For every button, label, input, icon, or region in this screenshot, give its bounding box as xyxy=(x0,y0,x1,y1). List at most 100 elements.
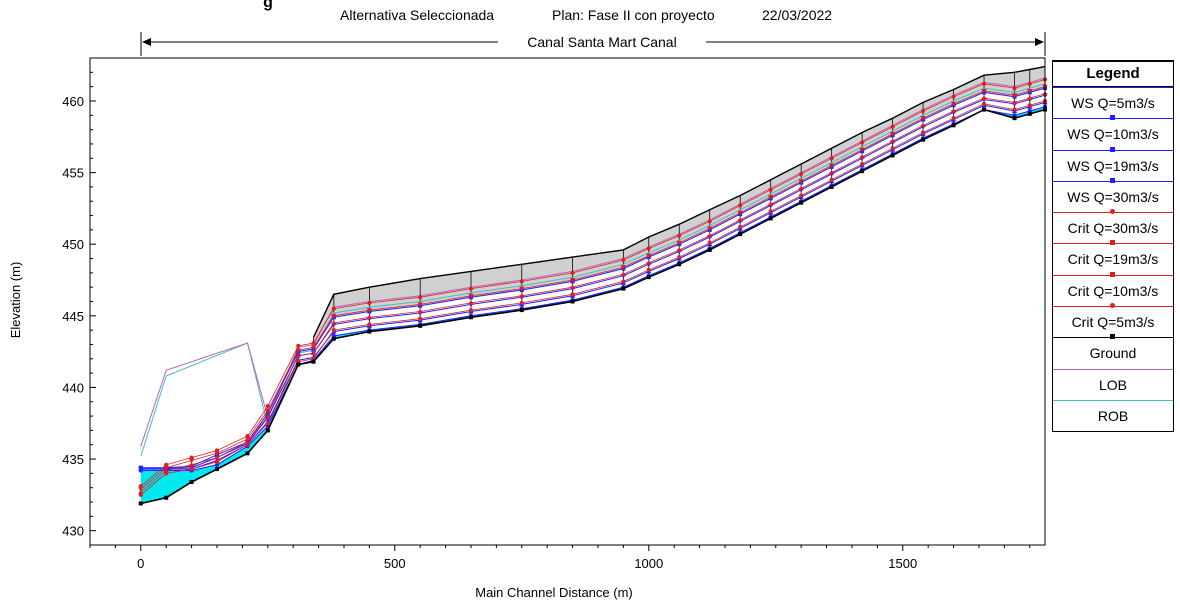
ws-line-3 xyxy=(140,87,1046,469)
crit-point xyxy=(768,209,773,214)
crit-point xyxy=(366,314,372,320)
legend-label: WS Q=30m3/s xyxy=(1067,188,1159,205)
crit-point xyxy=(859,147,865,153)
crit-point xyxy=(737,210,743,216)
legend-item: LOB xyxy=(1053,368,1173,400)
crit-point xyxy=(418,316,423,321)
crit-point xyxy=(468,293,474,299)
crit-point xyxy=(569,284,576,290)
crit-line-7 xyxy=(140,100,1046,496)
ws-line-1 xyxy=(140,101,1046,470)
ground-point xyxy=(707,247,712,252)
y-tick-label: 445 xyxy=(62,309,84,324)
crit-point xyxy=(214,451,220,457)
crit-point xyxy=(950,107,957,113)
crit-point xyxy=(367,300,372,306)
crit-point xyxy=(646,267,651,273)
crit-point xyxy=(366,308,372,314)
subtitle-plan: Plan: Fase II con proyecto xyxy=(552,7,715,23)
crit-point xyxy=(621,279,626,284)
y-tick-label: 450 xyxy=(62,237,84,252)
crit-point xyxy=(138,489,144,495)
crit-point xyxy=(981,101,987,106)
crit-point xyxy=(296,343,301,349)
crit-point xyxy=(569,278,576,284)
crit-point xyxy=(920,122,926,128)
crit-point xyxy=(519,279,524,284)
ground-point xyxy=(265,428,270,433)
crit-point xyxy=(981,88,987,94)
crit-point xyxy=(265,413,271,419)
crit-point xyxy=(890,146,895,151)
legend-item: Ground xyxy=(1053,334,1173,368)
crit-point xyxy=(768,187,773,192)
crit-line-6 xyxy=(140,93,1046,493)
crit-line-4 xyxy=(140,79,1046,487)
crit-point xyxy=(367,322,372,327)
crit-point xyxy=(860,161,865,167)
crit-point xyxy=(829,163,835,169)
crit-point xyxy=(310,350,317,356)
crit-point xyxy=(214,454,220,460)
legend-swatch-line xyxy=(1053,87,1173,88)
crit-point xyxy=(620,265,626,271)
crit-point xyxy=(1012,85,1017,91)
x-axis-label: Main Channel Distance (m) xyxy=(475,585,633,600)
ws-line-0 xyxy=(140,106,1046,471)
ground-point xyxy=(799,200,804,205)
ground-point xyxy=(860,169,865,174)
legend-item: Crit Q=5m3/s xyxy=(1053,303,1173,337)
crit-point xyxy=(245,442,250,447)
legend-marker-square xyxy=(1110,177,1115,183)
legend-marker-triangle-up xyxy=(1110,271,1115,277)
crit-point xyxy=(265,403,270,409)
ground-point xyxy=(829,184,834,189)
crit-point xyxy=(829,177,834,182)
crit-point xyxy=(1011,99,1018,105)
y-tick-label: 435 xyxy=(62,452,84,467)
ground-point xyxy=(468,315,473,320)
rob-line xyxy=(140,83,1046,457)
crit-point xyxy=(1011,93,1018,99)
ground-point xyxy=(677,262,682,267)
ground-point xyxy=(296,362,301,367)
ground-point xyxy=(245,451,250,456)
crit-point xyxy=(519,292,525,298)
ground-point xyxy=(1027,111,1032,116)
legend-marker-dot xyxy=(1110,303,1115,309)
crit-point xyxy=(738,203,743,208)
lob-line xyxy=(140,77,1046,447)
legend-title: Legend xyxy=(1053,62,1173,87)
legend-label: ROB xyxy=(1097,407,1129,424)
crit-point xyxy=(707,219,712,224)
ground-point xyxy=(189,479,194,484)
ground-point xyxy=(214,467,219,472)
crit-point xyxy=(860,140,865,145)
ground-point xyxy=(331,336,336,341)
crit-point xyxy=(799,193,804,198)
crit-point xyxy=(707,232,713,238)
crit-point xyxy=(244,438,251,444)
crit-point xyxy=(890,138,896,144)
crit-point xyxy=(676,240,682,246)
chart-title-fragment: g xyxy=(263,0,273,11)
crit-point xyxy=(265,421,270,426)
crit-point xyxy=(799,171,804,177)
legend-label: Ground xyxy=(1089,345,1137,362)
crit-point xyxy=(646,253,652,259)
y-tick-label: 460 xyxy=(62,94,84,109)
crit-point xyxy=(738,224,743,230)
legend-marker-triangle-down xyxy=(1110,240,1115,246)
crit-point xyxy=(1027,95,1033,101)
legend-label: WS Q=10m3/s xyxy=(1067,126,1159,143)
crit-point xyxy=(570,270,575,275)
ground-point xyxy=(570,299,575,304)
ground-point xyxy=(646,275,651,280)
legend-label: Crit Q=5m3/s xyxy=(1071,314,1155,331)
crit-point xyxy=(737,216,743,222)
ground-point xyxy=(890,153,895,158)
ground-point xyxy=(311,359,316,364)
ground-point xyxy=(367,329,372,334)
crit-point xyxy=(331,319,337,325)
crit-point xyxy=(214,459,220,465)
